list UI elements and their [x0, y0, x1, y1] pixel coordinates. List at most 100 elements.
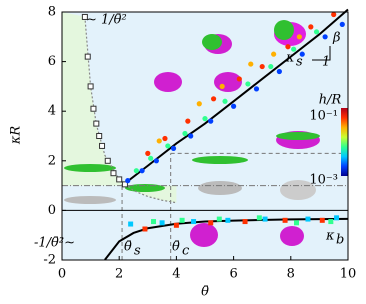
- data-point: [268, 63, 274, 70]
- data-point: [159, 220, 165, 226]
- data-point: [93, 120, 100, 127]
- data-point: [294, 220, 300, 226]
- data-point: [276, 68, 282, 75]
- inset-shape: [276, 132, 320, 140]
- data-point: [99, 142, 106, 149]
- data-point: [170, 145, 177, 151]
- x-tick-label: 10: [340, 267, 357, 282]
- annotation: ∼ 1/θ̄²: [86, 13, 127, 28]
- colorbar-label: 10⁻¹: [309, 109, 338, 124]
- annotation: 1: [322, 55, 330, 70]
- data-point: [331, 11, 337, 18]
- y-tick-label: 2: [48, 153, 56, 168]
- curve: [121, 8, 349, 187]
- data-point: [148, 155, 154, 161]
- data-point: [153, 158, 159, 164]
- x-axis-label: θ̄: [201, 285, 209, 300]
- data-point: [210, 96, 217, 102]
- inset-shape: [64, 196, 116, 204]
- x-tick-label: 0: [58, 267, 66, 282]
- data-point: [145, 150, 151, 156]
- plot-frame: [61, 11, 349, 261]
- data-point: [165, 143, 171, 149]
- data-point: [185, 118, 191, 124]
- annotation: s: [134, 244, 141, 259]
- annotation: θ̄: [124, 240, 132, 255]
- data-point: [104, 157, 111, 164]
- x-tick-label: 4: [172, 267, 180, 282]
- data-point: [188, 133, 194, 139]
- data-point: [179, 217, 185, 223]
- data-point: [225, 217, 231, 223]
- data-point: [236, 76, 242, 82]
- data-point: [339, 21, 345, 27]
- inset-shape: [202, 34, 222, 50]
- inset-shape: [198, 181, 242, 195]
- inset-shape: [214, 72, 242, 92]
- region-green: [62, 12, 177, 203]
- annotation: c: [182, 244, 190, 259]
- data-point: [87, 83, 94, 90]
- data-point: [259, 63, 265, 70]
- data-point: [253, 86, 260, 92]
- inset-shape: [280, 180, 316, 200]
- inset-shape: [64, 164, 116, 172]
- data-point: [222, 98, 228, 104]
- colorbar-title: h/R: [319, 93, 342, 108]
- data-point: [305, 216, 311, 222]
- insets: [64, 20, 320, 247]
- data-point: [313, 29, 320, 35]
- y-tick-label: 4: [48, 104, 56, 119]
- y-tick-label: -2: [43, 253, 56, 268]
- data-point: [116, 176, 123, 183]
- annotation: β: [332, 31, 341, 46]
- data-point: [285, 44, 291, 50]
- y-tick-label: 8: [48, 5, 56, 20]
- data-point: [128, 221, 134, 227]
- x-tick-label: 2: [115, 267, 123, 282]
- annotation: κ: [285, 51, 295, 66]
- data-point: [208, 220, 214, 226]
- data-point: [262, 216, 268, 222]
- data-point: [282, 217, 288, 223]
- annotation: κ: [325, 229, 335, 244]
- data-point: [208, 118, 214, 124]
- data-point: [334, 215, 340, 221]
- data-point: [271, 51, 277, 57]
- y-tick-label: 0: [48, 203, 56, 218]
- data-point: [121, 181, 128, 188]
- data-point: [151, 219, 157, 225]
- inset-shape: [154, 72, 182, 92]
- data-point: [191, 219, 197, 225]
- data-point: [319, 217, 325, 223]
- data-point: [245, 81, 251, 87]
- data-point: [96, 133, 103, 139]
- x-tick-label: 6: [229, 267, 237, 282]
- data-point: [242, 219, 248, 225]
- data-point: [216, 216, 222, 222]
- data-point: [110, 170, 117, 177]
- data-point: [142, 226, 148, 232]
- data-point: [299, 51, 305, 57]
- annotation: s: [296, 55, 303, 70]
- y-tick-label: 6: [48, 54, 56, 69]
- y-axis-label: κR: [9, 126, 24, 146]
- data-point: [139, 168, 145, 174]
- inset-shape: [274, 20, 294, 40]
- data-point: [328, 219, 334, 225]
- data-point: [133, 168, 139, 174]
- data-point: [291, 46, 297, 52]
- annotation: -1/θ̄²∼: [34, 236, 75, 251]
- data-point: [182, 130, 188, 137]
- data-point: [322, 34, 328, 40]
- data-point: [90, 105, 97, 112]
- data-point: [308, 24, 314, 30]
- inset-shape: [192, 156, 248, 164]
- annotation: θ̄: [172, 240, 180, 255]
- x-tick-label: 8: [287, 267, 295, 282]
- data-point: [296, 34, 302, 40]
- inset-shape: [190, 223, 218, 247]
- data-point: [231, 103, 237, 109]
- data-point: [162, 135, 168, 142]
